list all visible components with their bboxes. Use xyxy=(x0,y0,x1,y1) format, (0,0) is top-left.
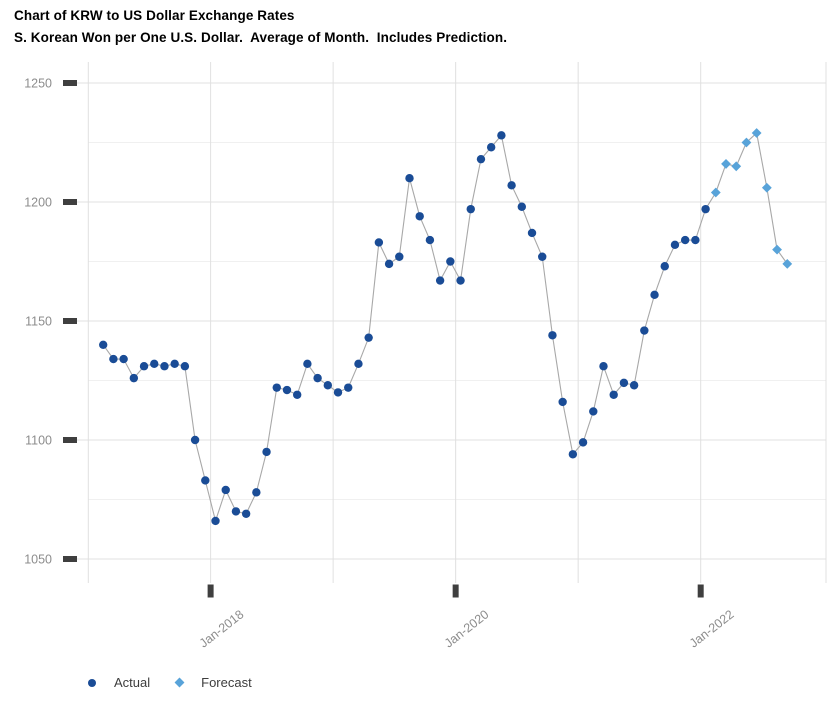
legend-label-forecast: Forecast xyxy=(201,675,252,690)
data-point-actual xyxy=(415,212,424,221)
data-point-actual xyxy=(568,450,578,459)
chart-legend: Actual Forecast xyxy=(88,675,252,690)
series-line xyxy=(102,131,788,523)
data-point-actual xyxy=(395,252,404,261)
data-point-forecast xyxy=(772,244,782,255)
chart-title: Chart of KRW to US Dollar Exchange Rates xyxy=(14,8,295,23)
data-point-actual xyxy=(435,276,445,285)
actual-points xyxy=(99,131,710,526)
data-point-actual xyxy=(660,262,669,271)
chart-subtitle: S. Korean Won per One U.S. Dollar. Avera… xyxy=(14,30,508,45)
data-point-actual xyxy=(599,362,608,371)
data-point-actual xyxy=(333,388,343,397)
data-point-actual xyxy=(252,488,261,497)
data-point-actual xyxy=(680,235,690,245)
data-point-actual xyxy=(405,174,414,183)
data-point-actual xyxy=(170,359,179,369)
data-point-actual xyxy=(589,407,598,416)
data-point-forecast xyxy=(731,161,742,172)
data-point-actual xyxy=(292,390,302,399)
data-point-actual xyxy=(201,476,210,485)
y-axis-label: 1050 xyxy=(24,553,52,567)
data-point-forecast xyxy=(761,182,772,193)
data-point-actual xyxy=(558,397,567,407)
data-point-actual xyxy=(507,181,516,190)
data-point-actual xyxy=(282,385,292,395)
x-axis-label: Jan-2018 xyxy=(197,607,247,650)
data-point-actual xyxy=(221,485,230,495)
data-point-actual xyxy=(354,359,363,369)
data-point-actual xyxy=(497,131,506,140)
data-point-actual xyxy=(466,204,475,214)
data-point-actual xyxy=(629,381,639,390)
data-point-actual xyxy=(99,340,108,349)
data-point-actual xyxy=(701,204,710,214)
data-point-actual xyxy=(609,390,618,399)
data-point-actual xyxy=(139,362,149,371)
data-point-actual xyxy=(180,362,190,371)
data-point-actual xyxy=(119,354,128,364)
data-point-actual xyxy=(231,507,241,516)
data-point-actual xyxy=(109,354,118,364)
legend-item-forecast: Forecast xyxy=(174,675,252,690)
data-point-forecast xyxy=(782,258,793,269)
y-axis-label: 1100 xyxy=(25,434,52,448)
data-point-actual xyxy=(670,240,680,250)
data-point-actual xyxy=(303,359,312,369)
data-point-actual xyxy=(150,359,159,369)
legend-label-actual: Actual xyxy=(114,675,151,690)
data-point-actual xyxy=(313,373,322,383)
forecast-points xyxy=(710,128,793,269)
data-point-actual xyxy=(619,378,629,388)
data-point-actual xyxy=(517,202,527,211)
data-point-forecast xyxy=(741,137,752,148)
data-point-actual xyxy=(446,257,455,266)
data-point-actual xyxy=(272,383,281,392)
y-axis-label: 1150 xyxy=(25,315,52,329)
data-point-actual xyxy=(538,252,547,261)
data-point-actual xyxy=(650,290,659,300)
data-point-actual xyxy=(486,143,496,152)
x-axis-label: Jan-2022 xyxy=(687,607,737,650)
y-axis: 1050 1100 1150 1200 1250 xyxy=(24,77,77,567)
data-point-actual xyxy=(211,516,220,526)
y-axis-label: 1200 xyxy=(24,196,52,210)
data-point-actual xyxy=(425,235,435,245)
data-point-actual xyxy=(476,154,486,164)
data-point-actual xyxy=(456,276,465,285)
data-point-actual xyxy=(364,333,373,342)
data-point-actual xyxy=(241,509,251,518)
legend-item-actual: Actual xyxy=(88,675,150,690)
data-point-actual xyxy=(323,381,333,390)
data-point-actual xyxy=(344,383,353,392)
data-point-actual xyxy=(527,228,537,238)
data-point-actual xyxy=(129,373,139,383)
data-point-actual xyxy=(190,435,200,445)
data-point-forecast xyxy=(751,128,762,138)
data-point-actual xyxy=(548,331,557,340)
data-point-actual xyxy=(578,438,588,447)
data-point-actual xyxy=(384,259,394,269)
data-point-actual xyxy=(374,238,384,247)
data-point-actual xyxy=(691,235,700,245)
gridlines xyxy=(63,62,827,583)
data-point-actual xyxy=(640,326,649,335)
y-axis-label: 1250 xyxy=(24,77,52,91)
data-point-actual xyxy=(160,362,169,371)
data-point-forecast xyxy=(721,159,731,169)
x-axis-label: Jan-2020 xyxy=(442,607,492,650)
actual-marker-icon xyxy=(88,678,96,687)
forecast-marker-icon xyxy=(174,677,185,688)
x-axis: Jan-2018 Jan-2020 Jan-2022 xyxy=(197,584,737,650)
data-point-forecast xyxy=(710,187,721,198)
data-point-actual xyxy=(262,447,271,457)
